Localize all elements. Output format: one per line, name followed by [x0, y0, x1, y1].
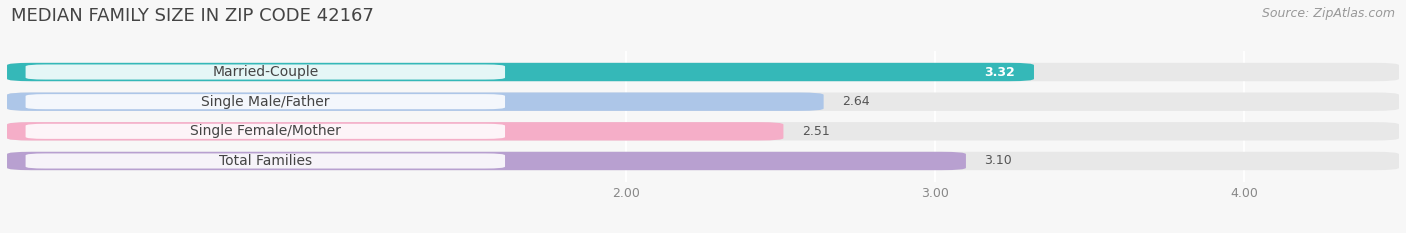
FancyBboxPatch shape — [7, 122, 783, 140]
FancyBboxPatch shape — [7, 152, 1399, 170]
FancyBboxPatch shape — [7, 63, 1399, 81]
FancyBboxPatch shape — [25, 65, 505, 79]
Text: Total Families: Total Families — [219, 154, 312, 168]
Text: Source: ZipAtlas.com: Source: ZipAtlas.com — [1261, 7, 1395, 20]
FancyBboxPatch shape — [25, 94, 505, 109]
Text: 2.64: 2.64 — [842, 95, 870, 108]
Text: 3.32: 3.32 — [984, 65, 1015, 79]
Text: Married-Couple: Married-Couple — [212, 65, 318, 79]
FancyBboxPatch shape — [7, 93, 824, 111]
Text: 2.51: 2.51 — [801, 125, 830, 138]
FancyBboxPatch shape — [7, 152, 966, 170]
Text: Single Female/Mother: Single Female/Mother — [190, 124, 340, 138]
FancyBboxPatch shape — [7, 63, 1033, 81]
Text: 3.10: 3.10 — [984, 154, 1012, 168]
FancyBboxPatch shape — [7, 122, 1399, 140]
FancyBboxPatch shape — [25, 154, 505, 168]
FancyBboxPatch shape — [7, 93, 1399, 111]
Text: MEDIAN FAMILY SIZE IN ZIP CODE 42167: MEDIAN FAMILY SIZE IN ZIP CODE 42167 — [11, 7, 374, 25]
FancyBboxPatch shape — [25, 124, 505, 139]
Text: Single Male/Father: Single Male/Father — [201, 95, 329, 109]
